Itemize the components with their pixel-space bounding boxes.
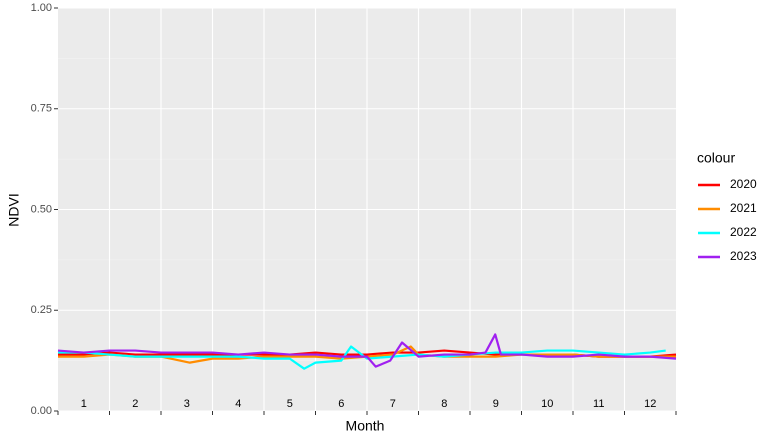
y-axis-title: NDVI bbox=[6, 193, 22, 226]
month-label: 3 bbox=[184, 398, 190, 410]
month-label: 8 bbox=[441, 398, 447, 410]
month-label: 5 bbox=[287, 398, 293, 410]
legend-label: 2021 bbox=[730, 201, 757, 215]
month-label: 1 bbox=[81, 398, 87, 410]
x-axis-title: Month bbox=[346, 418, 385, 434]
month-label: 6 bbox=[338, 398, 344, 410]
y-tick-label: 1.00 bbox=[31, 2, 52, 14]
lines bbox=[57, 333, 677, 370]
legend-title: colour bbox=[697, 150, 735, 166]
y-tick-label: 0.25 bbox=[31, 304, 52, 316]
data-line bbox=[58, 345, 666, 370]
month-label: 11 bbox=[593, 398, 604, 410]
month-label: 7 bbox=[390, 398, 396, 410]
month-label: 2 bbox=[132, 398, 138, 410]
data-line bbox=[57, 333, 677, 368]
y-tick-label: 0.75 bbox=[31, 103, 52, 115]
legend-label: 2020 bbox=[730, 177, 757, 191]
month-label: 9 bbox=[493, 398, 499, 410]
month-label: 4 bbox=[235, 398, 241, 410]
month-label: 10 bbox=[541, 398, 553, 410]
month-label: 12 bbox=[644, 398, 656, 410]
grid bbox=[58, 7, 676, 412]
legend-label: 2023 bbox=[730, 249, 757, 263]
y-tick-label: 0.50 bbox=[31, 203, 52, 215]
y-tick-label: 0.00 bbox=[31, 405, 52, 417]
legend-label: 2022 bbox=[730, 225, 757, 239]
